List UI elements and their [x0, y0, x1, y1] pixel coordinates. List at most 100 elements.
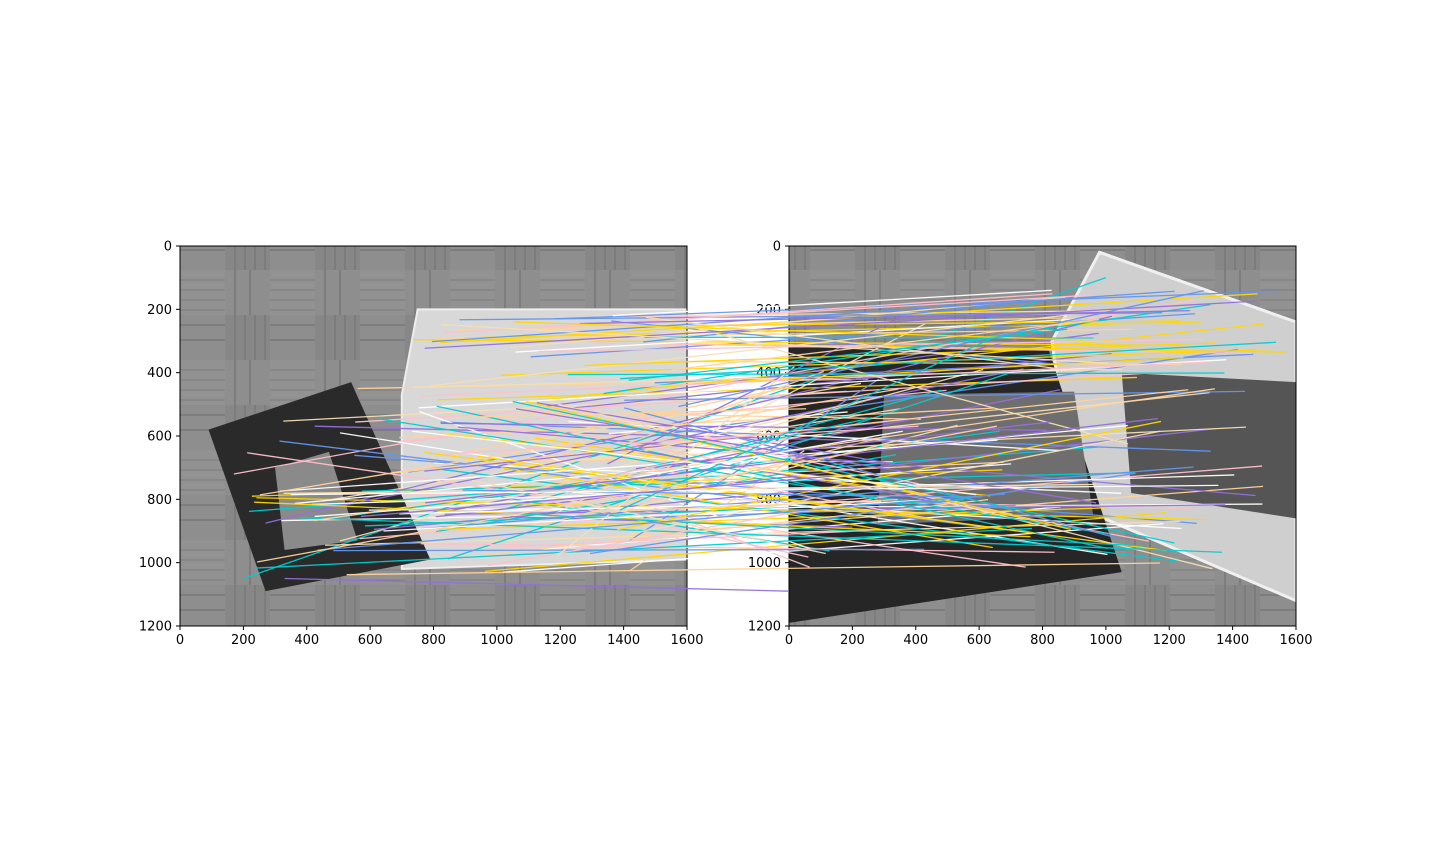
match-line: [453, 409, 1149, 542]
match-line: [525, 400, 1071, 531]
right-image-xtick-label: 800: [1030, 633, 1055, 648]
match-line: [450, 408, 807, 419]
left-image-ytick-label: 200: [147, 303, 172, 318]
match-line: [419, 361, 1207, 397]
match-line: [616, 420, 1162, 531]
match-line: [515, 411, 921, 420]
match-line: [378, 418, 1111, 535]
match-line: [592, 342, 1252, 354]
left-image-xtick-label: 1000: [480, 633, 513, 648]
match-line: [412, 430, 977, 496]
match-line: [500, 348, 1273, 376]
right-image-xtick-label: 1400: [1216, 633, 1249, 648]
match-line: [628, 328, 1068, 381]
left-image-ytick-label: 400: [147, 366, 172, 381]
match-line: [284, 577, 790, 592]
match-line: [643, 296, 1066, 343]
match-line: [619, 370, 825, 447]
match-line: [487, 494, 893, 567]
match-line: [233, 299, 1195, 475]
match-line: [619, 335, 998, 511]
left-image-ytick-label: 1000: [139, 556, 172, 571]
match-line: [441, 323, 1109, 364]
match-line: [360, 475, 829, 518]
match-line: [317, 493, 1005, 551]
match-line: [256, 527, 1033, 569]
match-line: [589, 499, 898, 513]
match-line: [346, 562, 1161, 576]
match-line: [444, 504, 1226, 515]
left-image-xtick-label: 1200: [544, 633, 577, 648]
match-lines: [233, 277, 1285, 592]
match-line: [612, 289, 1052, 317]
right-image-xtick-label: 600: [967, 633, 992, 648]
match-line: [319, 368, 1024, 511]
match-line: [584, 342, 1216, 367]
match-line: [645, 316, 1061, 370]
match-line: [568, 420, 1060, 452]
match-line: [502, 523, 1164, 573]
match-line: [624, 390, 1245, 401]
match-line: [520, 513, 1143, 547]
match-line: [513, 321, 1084, 341]
match-line: [512, 400, 1175, 544]
left-image-xtick-label: 800: [421, 633, 446, 648]
left-image-ytick-label: 600: [147, 430, 172, 445]
match-line: [532, 460, 893, 463]
match-line: [254, 501, 1031, 538]
match-line: [457, 316, 1098, 332]
right-image-ytick-label: 0: [773, 240, 781, 255]
match-line: [595, 309, 1120, 317]
left-image-xtick-label: 1400: [607, 633, 640, 648]
left-image-xtick-label: 600: [358, 633, 383, 648]
match-line: [290, 484, 1219, 496]
left-image-xtick-label: 200: [231, 633, 256, 648]
left-image-ytick-label: 0: [164, 240, 172, 255]
match-line: [299, 517, 1222, 553]
match-line: [365, 499, 964, 527]
match-line: [536, 402, 896, 465]
match-line: [538, 338, 1202, 353]
left-image-ytick-label: 1200: [139, 620, 172, 635]
match-line: [582, 435, 803, 482]
match-line: [671, 318, 1099, 371]
match-line: [622, 395, 883, 457]
match-line: [678, 290, 1204, 408]
right-image-xtick-label: 1200: [1153, 633, 1186, 648]
left-image-xtick-label: 0: [176, 633, 184, 648]
right-image-xtick-label: 200: [840, 633, 865, 648]
left-image-xtick-label: 1600: [670, 633, 703, 648]
match-line: [603, 303, 1211, 395]
match-line: [333, 548, 924, 552]
match-line: [412, 339, 1180, 347]
right-image-xtick-label: 400: [903, 633, 928, 648]
right-image-ytick-label: 1200: [748, 620, 781, 635]
match-line: [420, 466, 1194, 530]
left-axes: 0 200 400 600 800 1000 1200 1400 1600 0 200 400 600 8…: [139, 240, 704, 649]
right-image-xtick-label: 1600: [1279, 633, 1312, 648]
match-line: [462, 489, 982, 498]
match-line: [591, 430, 903, 486]
match-line: [477, 455, 1036, 535]
match-line: [644, 320, 1179, 327]
match-line: [420, 543, 1055, 553]
right-image-xtick-label: 1000: [1089, 633, 1122, 648]
match-line: [442, 294, 1093, 334]
match-line: [483, 499, 989, 556]
match-line: [265, 315, 1113, 524]
match-line: [565, 426, 1246, 462]
match-line: [579, 309, 1190, 325]
left-image-ytick-label: 800: [147, 493, 172, 508]
match-line: [431, 290, 1175, 343]
match-line: [430, 311, 1092, 387]
right-image-ytick-label: 1000: [748, 556, 781, 571]
match-line: [435, 428, 1215, 518]
match-line: [440, 422, 1048, 431]
match-line: [443, 425, 919, 455]
match-line: [325, 520, 1181, 546]
match-line: [436, 405, 1108, 550]
match-line: [624, 407, 1119, 539]
match-line: [625, 448, 932, 500]
match-line: [548, 500, 809, 558]
